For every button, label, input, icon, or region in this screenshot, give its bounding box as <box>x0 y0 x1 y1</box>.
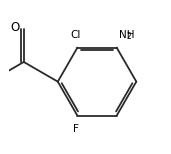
Text: 2: 2 <box>127 32 131 41</box>
Text: NH: NH <box>119 30 135 40</box>
Text: Cl: Cl <box>70 30 80 40</box>
Text: F: F <box>73 124 79 134</box>
Text: O: O <box>11 21 20 34</box>
